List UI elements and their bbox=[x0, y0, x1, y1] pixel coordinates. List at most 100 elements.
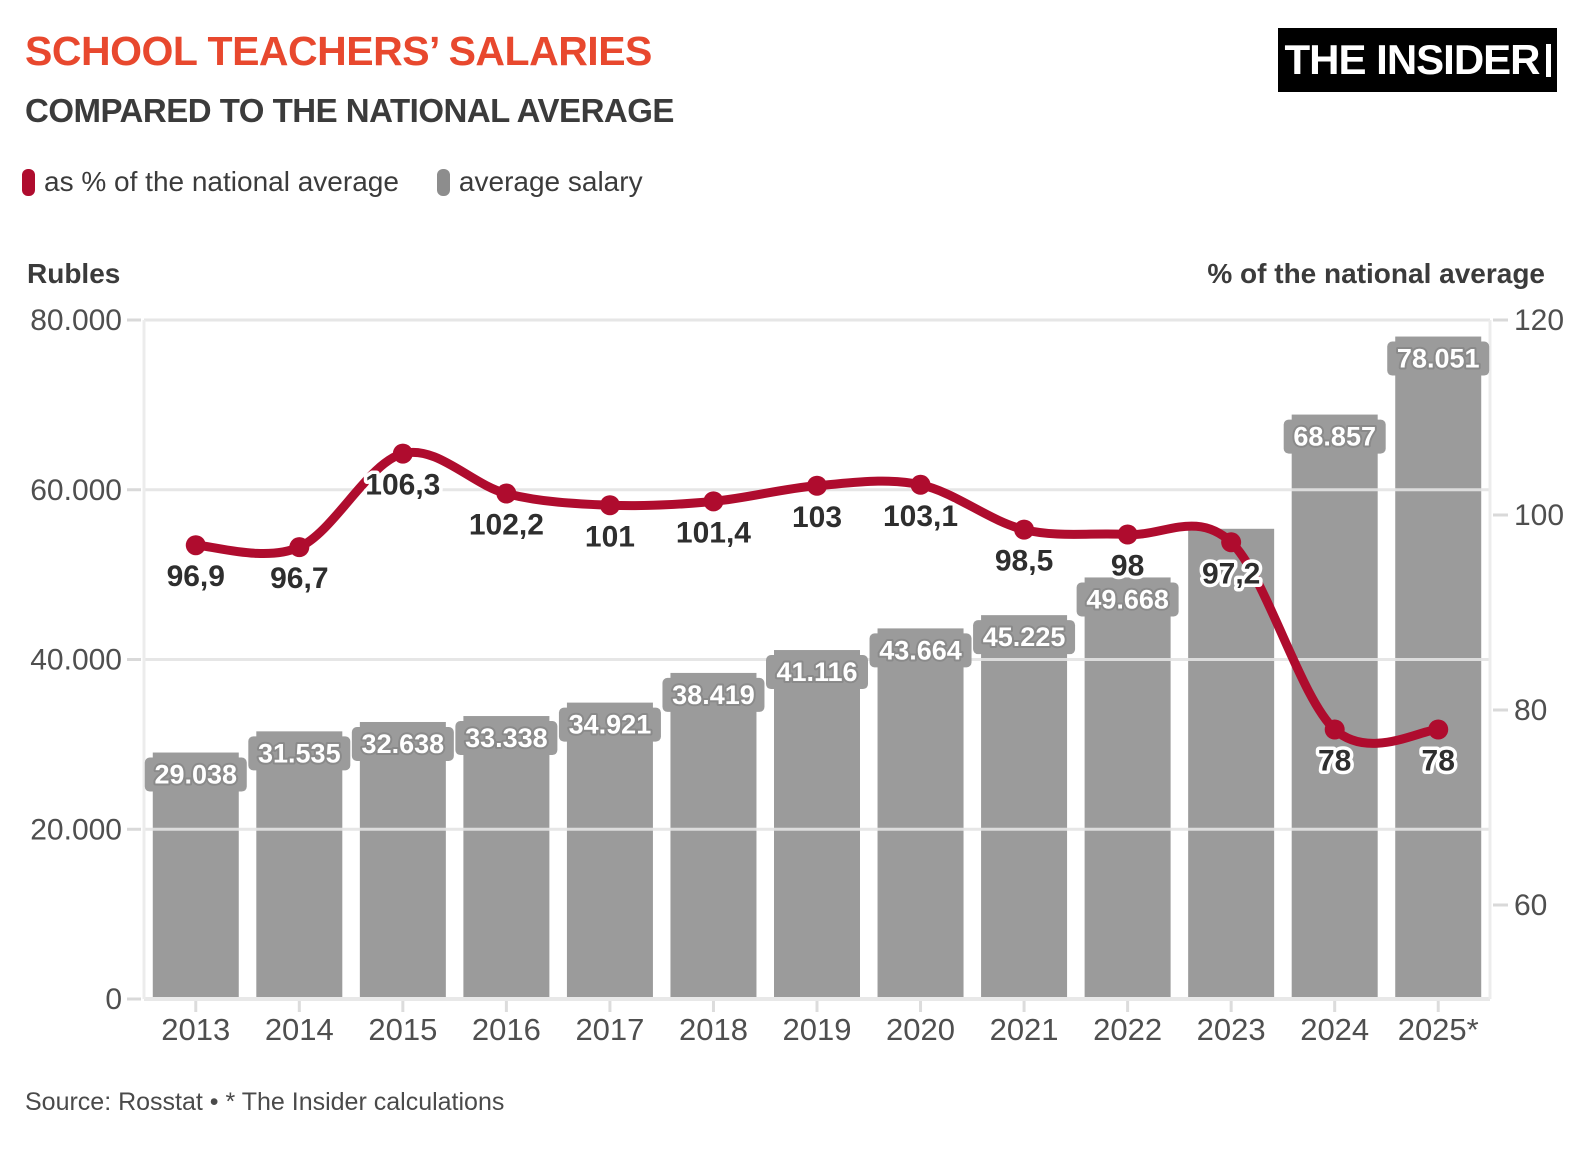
line-label: 103,1 bbox=[883, 500, 958, 533]
bar-label: 31.535 bbox=[258, 738, 341, 768]
x-axis-label: 2024 bbox=[1300, 1012, 1369, 1047]
bar-label-bg bbox=[766, 655, 868, 690]
line-point-2018 bbox=[703, 491, 724, 512]
x-axis-label: 2017 bbox=[575, 1012, 644, 1047]
bar-label-bg bbox=[1076, 582, 1179, 617]
bar-labels-group: 29.038 31.535 32.638 33.338 34.921 38.419 41.1… bbox=[144, 341, 1490, 792]
line-label: 101,4 bbox=[676, 516, 751, 549]
bar-label: 78.051 bbox=[1397, 344, 1480, 374]
line-label: 98 bbox=[1111, 550, 1144, 583]
bar-2017 bbox=[566, 702, 653, 999]
legend: as % of the national average average sal… bbox=[22, 166, 643, 198]
logo-text: THE INSIDER bbox=[1284, 36, 1540, 83]
y-axis-label-right: 120 bbox=[1514, 304, 1564, 337]
page-subtitle: COMPARED TO THE NATIONAL AVERAGE bbox=[25, 92, 674, 129]
source-note: Source: Rosstat • * The Insider calculat… bbox=[25, 1088, 505, 1116]
legend-label-salary: average salary bbox=[458, 166, 643, 197]
line-point-2021 bbox=[1014, 519, 1035, 540]
line-point-2013 bbox=[185, 535, 206, 556]
y-axis-label-left: 40.000 bbox=[30, 644, 122, 677]
line-label: 78 bbox=[1422, 745, 1455, 778]
y-axis-label-right: 80 bbox=[1514, 694, 1547, 727]
x-axis-label: 2016 bbox=[472, 1012, 541, 1047]
bar-2024 bbox=[1291, 414, 1378, 1000]
bar-label-bg bbox=[558, 707, 661, 742]
bar-label: 29.038 bbox=[154, 760, 237, 790]
bar-label-bg bbox=[144, 757, 247, 792]
bar-label: 41.116 bbox=[776, 657, 857, 687]
y-axis-label-left: 80.000 bbox=[30, 304, 122, 337]
bar-label: 32.638 bbox=[362, 729, 445, 759]
line-point-2025* bbox=[1428, 719, 1449, 740]
x-axis-label: 2013 bbox=[161, 1012, 230, 1047]
x-axis-label: 2025* bbox=[1398, 1012, 1479, 1047]
y-axis-label-left: 60.000 bbox=[30, 474, 122, 507]
x-axis-label: 2018 bbox=[679, 1012, 748, 1047]
bar-label-bg bbox=[973, 620, 1076, 655]
bar-2022 bbox=[1084, 577, 1171, 999]
logo-cursor-bar bbox=[1545, 43, 1551, 77]
axes-group: 0 20.000 40.000 60.000 80.000 120 100 80 60 2013 2… bbox=[30, 304, 1564, 1047]
bar-label-bg bbox=[351, 726, 454, 761]
grid-group bbox=[142, 318, 1492, 1001]
line-point-2016 bbox=[496, 483, 517, 504]
line-label: 103 bbox=[792, 501, 842, 534]
legend-label-percent: as % of the national average bbox=[44, 166, 399, 197]
line-points-group bbox=[185, 443, 1449, 740]
x-axis-label: 2019 bbox=[783, 1012, 852, 1047]
bar-label-bg bbox=[1283, 419, 1386, 454]
line-labels-group: 96,9 96,7 106,3 102,2 101 101,4 103 103,1 98,5 98… bbox=[163, 465, 1458, 781]
combo-chart: 0 20.000 40.000 60.000 80.000 120 100 80 60 2013 2… bbox=[30, 304, 1564, 1047]
line-label: 101 bbox=[585, 520, 635, 553]
bar-label: 38.419 bbox=[672, 680, 755, 710]
y-axis-label-right: 100 bbox=[1514, 499, 1564, 532]
bar-2023 bbox=[1188, 528, 1275, 999]
bar-label: 34.921 bbox=[569, 710, 652, 740]
bar-label-bg bbox=[662, 677, 765, 712]
bar-2013 bbox=[152, 752, 239, 999]
line-label: 96,7 bbox=[270, 562, 328, 595]
x-axis-label: 2022 bbox=[1093, 1012, 1162, 1047]
line-point-2014 bbox=[289, 537, 310, 558]
page-title: SCHOOL TEACHERS’ SALARIES bbox=[25, 28, 652, 74]
bar-2019 bbox=[774, 650, 860, 999]
right-axis-title: % of the national average bbox=[1207, 258, 1545, 289]
line-point-2020 bbox=[910, 474, 931, 495]
bar-2025* bbox=[1395, 336, 1482, 1000]
bar-label: 33.338 bbox=[465, 723, 548, 753]
legend-swatch-salary bbox=[436, 168, 450, 196]
bar-2016 bbox=[463, 716, 550, 999]
line-label: 97,2 bbox=[1202, 557, 1260, 590]
y-axis-label-left: 0 bbox=[105, 983, 122, 1016]
bar-2021 bbox=[981, 615, 1068, 999]
y-axis-label-right: 60 bbox=[1514, 889, 1547, 922]
legend-swatch-percent bbox=[22, 168, 35, 196]
bar-2014 bbox=[256, 731, 343, 999]
x-axis-label: 2023 bbox=[1197, 1012, 1266, 1047]
line-point-2015 bbox=[392, 443, 413, 464]
bar-label: 49.668 bbox=[1086, 584, 1169, 614]
y-axis-label-left: 20.000 bbox=[30, 813, 122, 846]
left-axis-title: Rubles bbox=[27, 258, 121, 289]
line-label: 102,2 bbox=[469, 509, 544, 542]
line-label: 98,5 bbox=[995, 545, 1053, 578]
x-axis-label: 2020 bbox=[886, 1012, 955, 1047]
bar-label-bg bbox=[1387, 341, 1490, 376]
bar-label-bg bbox=[869, 633, 972, 668]
bar-label: 68.857 bbox=[1293, 422, 1376, 452]
line-point-2019 bbox=[807, 475, 827, 496]
line-label: 106,3 bbox=[365, 469, 440, 502]
bar-label-bg bbox=[248, 736, 351, 771]
line-point-2017 bbox=[599, 495, 620, 516]
x-axis-label: 2014 bbox=[265, 1012, 334, 1047]
bar-label: 45.225 bbox=[983, 622, 1066, 652]
x-axis-label: 2015 bbox=[368, 1012, 437, 1047]
line-label: 96,9 bbox=[167, 560, 225, 593]
bar-2018 bbox=[670, 672, 757, 999]
the-insider-logo: THE INSIDER bbox=[1278, 28, 1557, 92]
line-label: 78 bbox=[1318, 745, 1351, 778]
bar-2020 bbox=[877, 628, 964, 999]
bar-label-bg bbox=[455, 721, 558, 756]
line-point-2022 bbox=[1117, 524, 1138, 545]
